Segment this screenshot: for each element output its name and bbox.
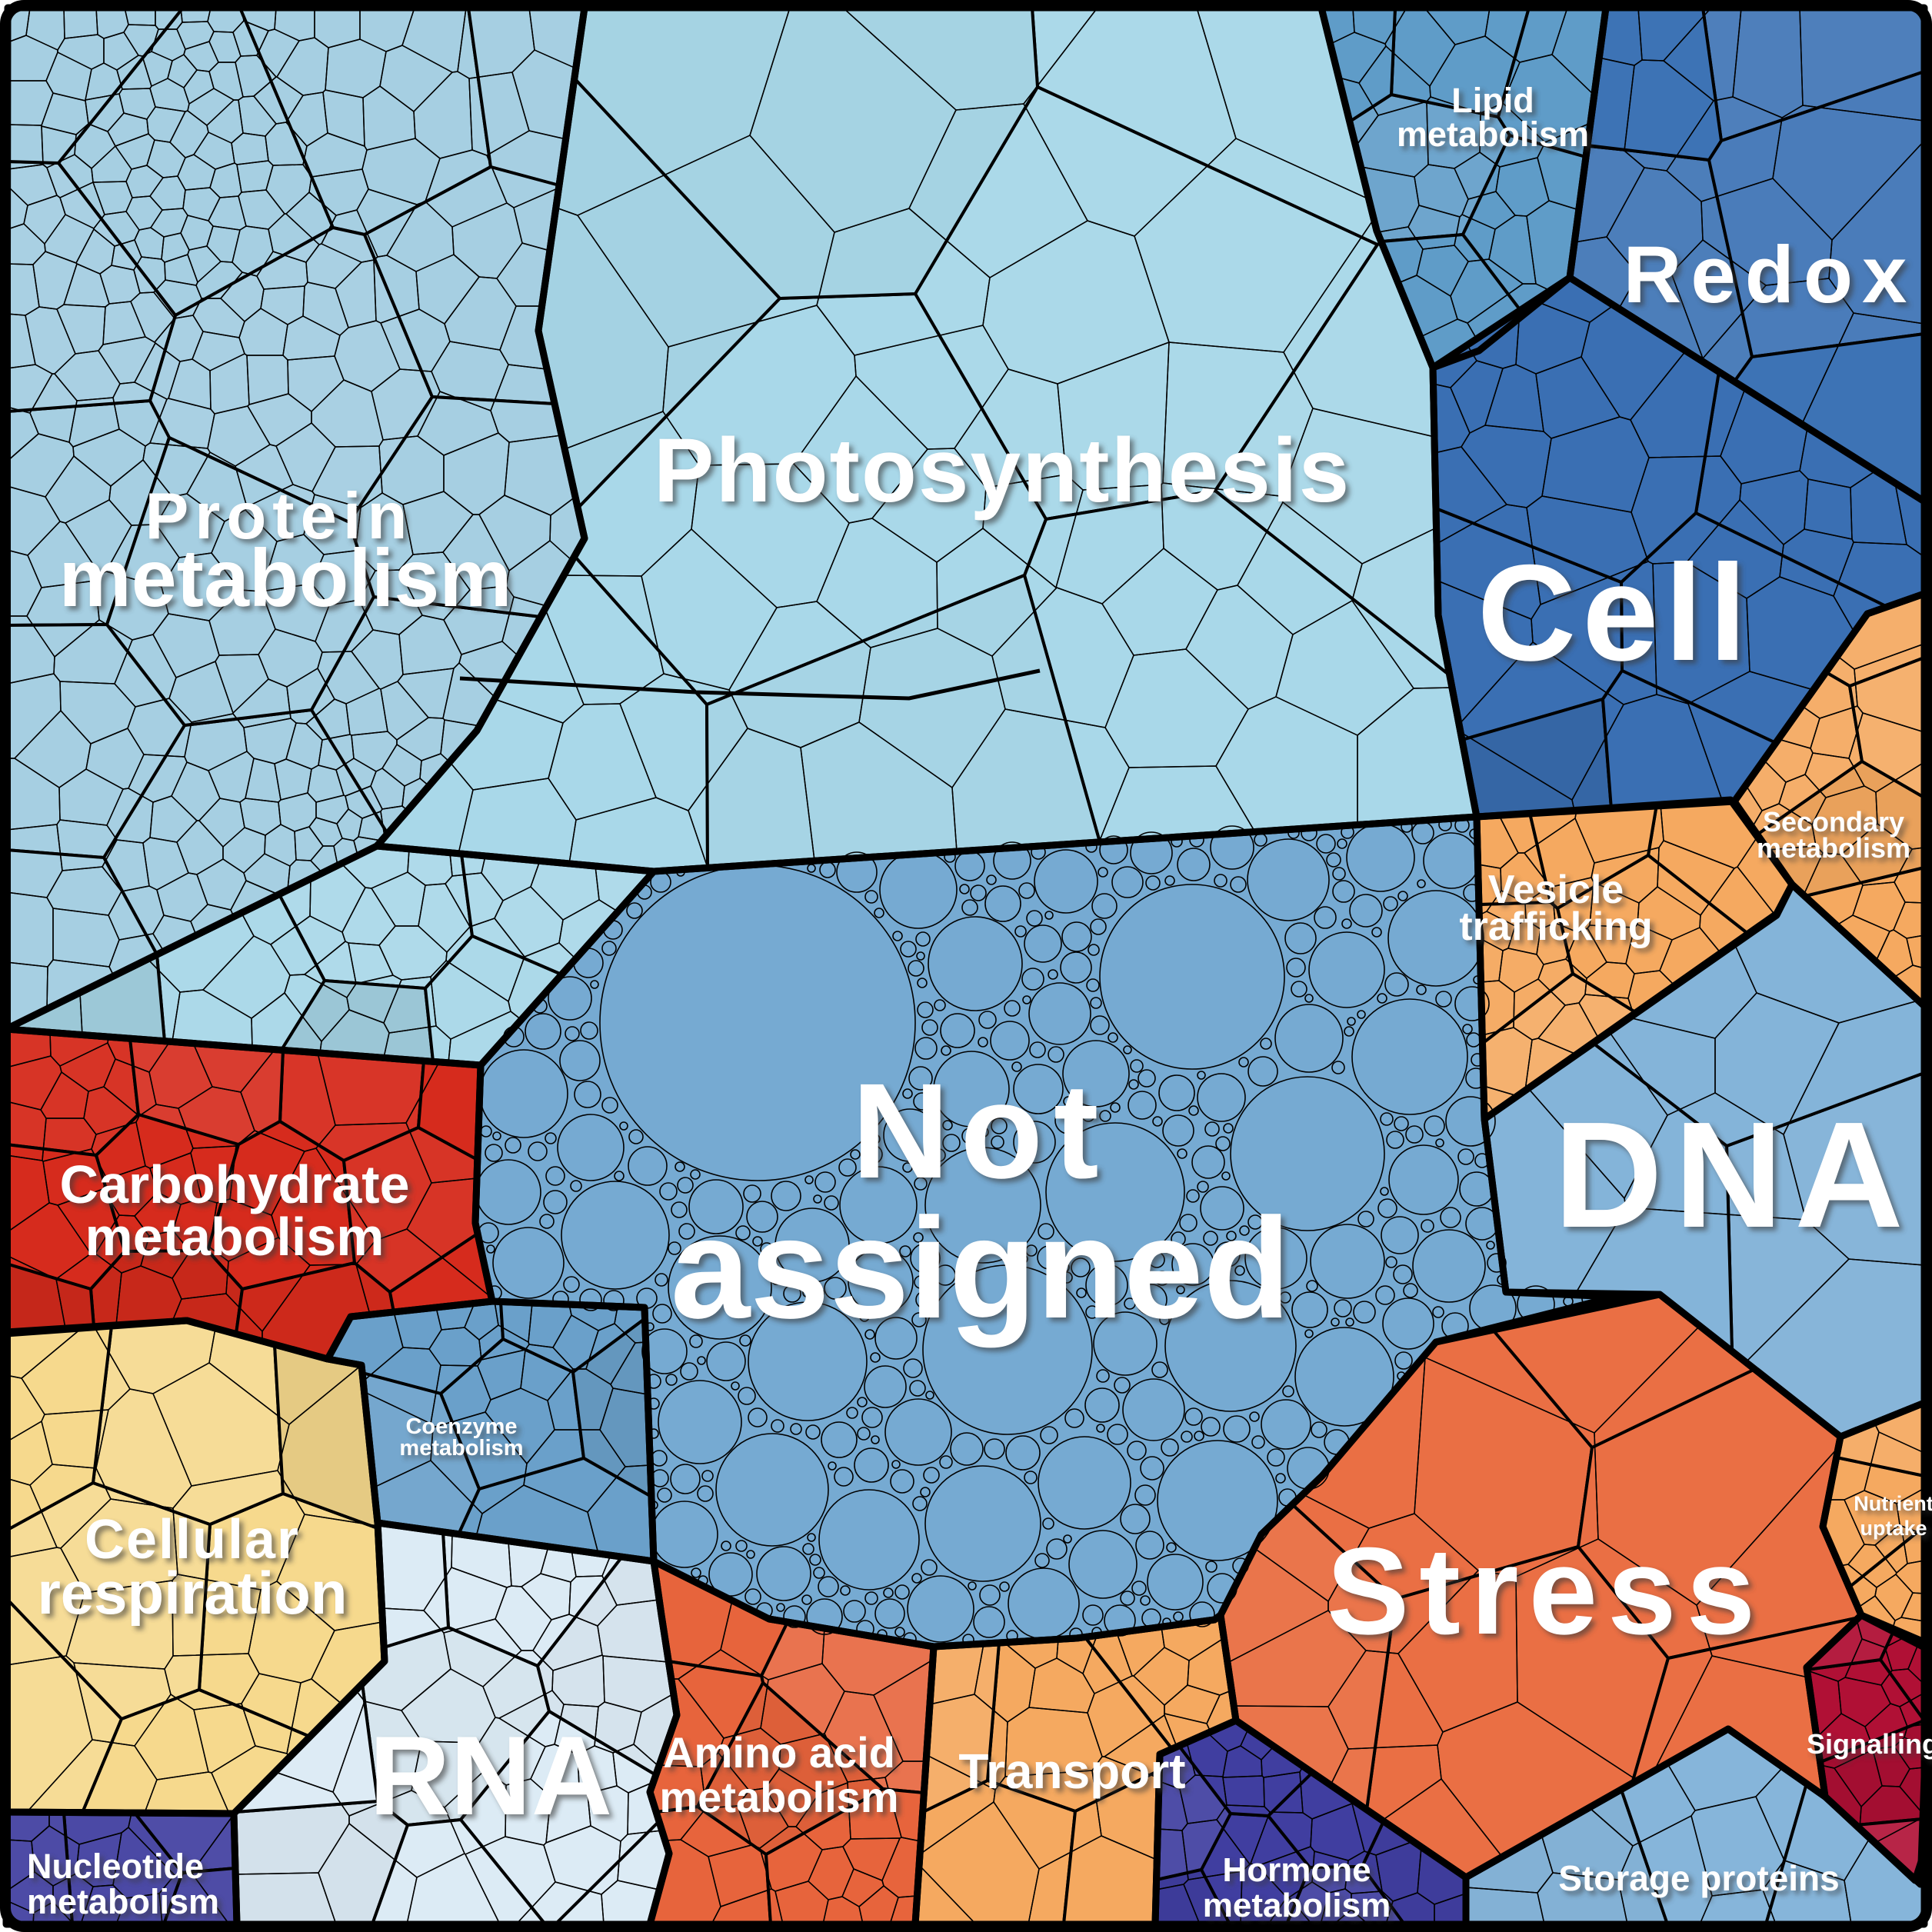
svg-text:Nutrient: Nutrient — [1854, 1492, 1932, 1515]
svg-text:metabolism: metabolism — [31, 1886, 223, 1925]
svg-text:Stress: Stress — [1331, 1526, 1769, 1664]
svg-text:Protein: Protein — [145, 480, 414, 553]
svg-text:Lipid: Lipid — [1451, 81, 1534, 120]
svg-text:Signalling: Signalling — [1810, 1732, 1932, 1764]
svg-text:Stress: Stress — [1327, 1522, 1765, 1661]
svg-text:assigned: assigned — [671, 1189, 1291, 1348]
svg-text:Hormone: Hormone — [1226, 1855, 1374, 1893]
svg-text:Coenzyme: Coenzyme — [405, 1414, 517, 1439]
svg-text:metabolism: metabolism — [1760, 836, 1914, 868]
svg-text:metabolism: metabolism — [659, 1773, 898, 1821]
svg-text:RNA: RNA — [373, 1717, 616, 1842]
svg-text:Signalling: Signalling — [1807, 1728, 1932, 1760]
svg-text:Storage proteins: Storage proteins — [1562, 1862, 1844, 1902]
svg-text:Nucleotide: Nucleotide — [31, 1850, 208, 1890]
svg-text:Vesicle: Vesicle — [1492, 871, 1627, 916]
svg-text:Cell: Cell — [1477, 536, 1753, 689]
svg-text:uptake: uptake — [1860, 1517, 1927, 1540]
svg-text:metabolism: metabolism — [1203, 1887, 1391, 1924]
svg-text:metabolism: metabolism — [403, 1440, 527, 1464]
svg-text:metabolism: metabolism — [1401, 118, 1593, 158]
svg-text:metabolism: metabolism — [85, 1207, 385, 1267]
svg-text:Hormone: Hormone — [1222, 1851, 1371, 1889]
svg-text:DNA: DNA — [1554, 1091, 1915, 1259]
svg-text:uptake: uptake — [1864, 1521, 1930, 1544]
svg-text:Storage proteins: Storage proteins — [1558, 1858, 1840, 1898]
svg-text:metabolism: metabolism — [1207, 1890, 1395, 1928]
svg-text:Redox: Redox — [1627, 234, 1920, 324]
svg-text:Carbohydrate: Carbohydrate — [59, 1154, 409, 1214]
svg-text:metabolism: metabolism — [399, 1436, 523, 1461]
svg-text:Amino acid: Amino acid — [663, 1728, 895, 1777]
svg-text:assigned: assigned — [675, 1193, 1294, 1352]
svg-text:Secondary: Secondary — [1767, 810, 1908, 841]
svg-text:Lipid: Lipid — [1455, 85, 1537, 124]
svg-text:Cell: Cell — [1481, 540, 1757, 693]
svg-text:metabolism: metabolism — [663, 1777, 902, 1825]
svg-text:Not: Not — [851, 1056, 1109, 1207]
svg-text:RNA: RNA — [369, 1713, 612, 1838]
svg-text:Nutrient: Nutrient — [1857, 1496, 1932, 1519]
svg-text:Transport: Transport — [958, 1744, 1185, 1799]
svg-text:metabolism: metabolism — [58, 533, 511, 624]
svg-text:Cellular: Cellular — [85, 1509, 300, 1571]
svg-text:Transport: Transport — [962, 1747, 1189, 1803]
svg-text:metabolism: metabolism — [27, 1882, 219, 1921]
svg-text:trafficking: trafficking — [1459, 904, 1652, 949]
svg-text:trafficking: trafficking — [1463, 908, 1656, 953]
svg-text:Amino acid: Amino acid — [667, 1732, 899, 1780]
svg-text:Vesicle: Vesicle — [1488, 868, 1624, 912]
svg-text:Coenzyme: Coenzyme — [409, 1418, 521, 1443]
svg-text:Not: Not — [855, 1060, 1113, 1211]
svg-text:metabolism: metabolism — [1757, 832, 1910, 864]
svg-text:metabolism: metabolism — [62, 537, 515, 628]
svg-text:metabolism: metabolism — [89, 1211, 388, 1271]
svg-text:Photosynthesis: Photosynthesis — [658, 424, 1355, 525]
svg-text:Redox: Redox — [1624, 230, 1917, 320]
svg-text:metabolism: metabolism — [1397, 115, 1589, 154]
svg-text:respiration: respiration — [41, 1563, 351, 1631]
svg-text:Nucleotide: Nucleotide — [27, 1847, 204, 1886]
svg-text:Secondary: Secondary — [1763, 806, 1904, 838]
svg-text:Cellular: Cellular — [88, 1513, 304, 1574]
svg-text:Photosynthesis: Photosynthesis — [654, 420, 1351, 521]
svg-text:respiration: respiration — [37, 1559, 347, 1627]
svg-text:DNA: DNA — [1557, 1094, 1919, 1263]
svg-text:Protein: Protein — [149, 484, 418, 557]
svg-text:Carbohydrate: Carbohydrate — [63, 1158, 413, 1218]
